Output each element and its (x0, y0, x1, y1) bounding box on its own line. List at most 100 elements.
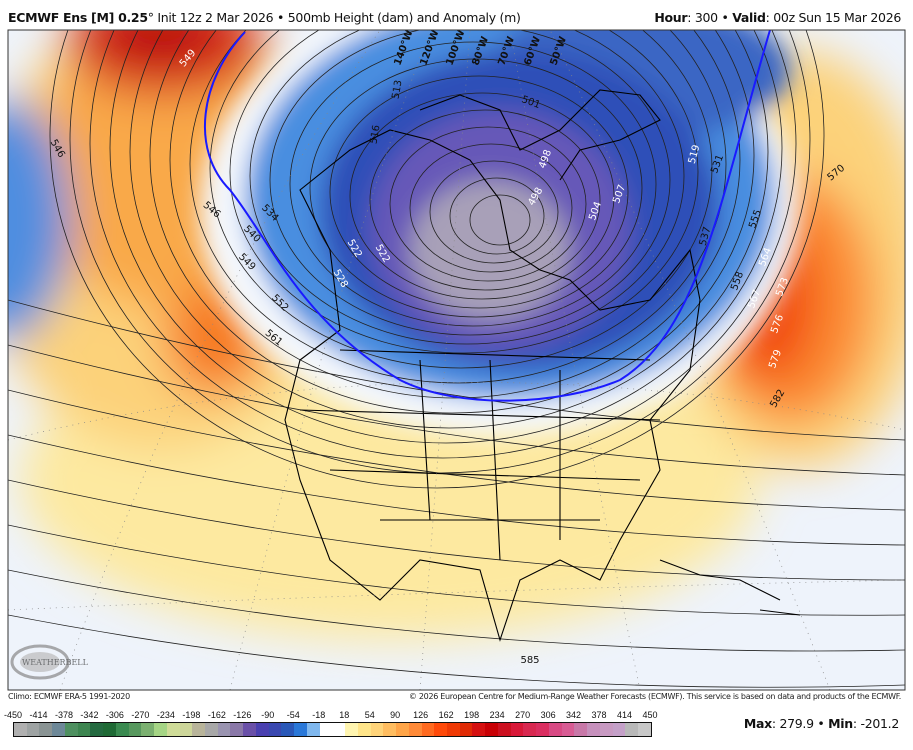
contour-line (229, 30, 699, 354)
colorbar-tick-label: 18 (339, 710, 350, 720)
contour-line (149, 30, 755, 414)
colorbar-segment (128, 723, 142, 736)
contour-line (8, 524, 905, 616)
contour-line (369, 109, 601, 291)
contour-line (8, 614, 905, 688)
colorbar-tick-label: -234 (156, 710, 175, 720)
colorbar-tick-label: -306 (105, 710, 124, 720)
colorbar-segment (39, 723, 53, 736)
colorbar-segment (77, 723, 91, 736)
colorbar-segment (497, 723, 511, 736)
colorbar-segment (26, 723, 40, 736)
colorbar-labels: -450 -414 -378 -342 -306 -270 -234 -198 -162 -126… (4, 710, 658, 722)
contour-line (349, 92, 615, 300)
colorbar-tick-label: 270 (515, 710, 531, 720)
colorbar-segment (357, 723, 371, 736)
colorbar-tick-label: -270 (131, 710, 150, 720)
contour-line (249, 30, 685, 345)
colorbar-segment (268, 723, 282, 736)
colorbar-segment (485, 723, 498, 736)
colorbar-segment (306, 723, 320, 736)
colorbar-tick-label: -90 (261, 710, 275, 720)
negative-anomaly-field (200, 30, 800, 435)
climo-note: Climo: ECMWF ERA-5 1991-2020 (8, 692, 130, 701)
colorbar-segment (217, 723, 231, 736)
colorbar-tick-label: -450 (3, 710, 23, 720)
colorbar-segment (243, 723, 256, 736)
contour-line (8, 389, 905, 511)
contour-line (289, 41, 657, 327)
colorbar-tick-label: 162 (438, 710, 454, 720)
contour-line (429, 160, 559, 264)
colorbar-segment (141, 723, 155, 736)
contour-line (389, 126, 587, 282)
colorbar-segment (472, 723, 486, 736)
colorbar-tick-label: -162 (207, 710, 226, 720)
colorbar-segment (637, 723, 651, 736)
valid-time: Hour: 300 • Valid: 00z Sun 15 Mar 2026 (654, 10, 901, 25)
colorbar-tick-label: 54 (364, 710, 375, 720)
colorbar-segment (179, 723, 193, 736)
colorbar-segment (587, 723, 600, 736)
max-value: : 279.9 (771, 716, 814, 731)
colorbar-segment (192, 723, 206, 736)
colorbar-tick-label: -414 (29, 710, 48, 720)
colorbar-tick-label: -126 (233, 710, 252, 720)
colorbar-segment (281, 723, 295, 736)
contour-line (449, 177, 545, 255)
contour-line (309, 58, 643, 318)
height-contours (8, 30, 905, 688)
colorbar-segment (510, 723, 524, 736)
colorbar-tick-label: -198 (182, 710, 201, 720)
colorbar-segment (446, 723, 460, 736)
init-time: Init 12z 2 Mar 2026 (153, 10, 274, 25)
colorbar-segment (52, 723, 65, 736)
colorbar-segment (319, 723, 333, 736)
title-separator: • (273, 10, 288, 25)
coastlines (284, 89, 801, 642)
contour-label: 585 (520, 655, 539, 666)
colorbar-segment (396, 723, 409, 736)
colorbar-segment (574, 723, 588, 736)
colorbar-tick-label: -54 (286, 710, 300, 720)
max-label: Max (743, 716, 772, 731)
valid-separator: • (717, 10, 733, 25)
colorbar-segment (255, 723, 269, 736)
colorbar-segment (523, 723, 537, 736)
contour-line (129, 30, 769, 429)
contour-line (8, 569, 905, 652)
colorbar-tick-label: -378 (54, 710, 73, 720)
colorbar-segment (205, 723, 218, 736)
hour-value: : 300 (687, 10, 718, 25)
weatherbell-logo: WEATHERBELL (10, 644, 89, 680)
degree-symbol: ° (147, 10, 154, 25)
model-name: ECMWF Ens [M] 0.25 (8, 10, 148, 25)
contour-line (109, 30, 783, 444)
colorbar-segment (625, 723, 638, 736)
colorbar-segment (332, 723, 346, 736)
colorbar-segment (230, 723, 244, 736)
highlight-540-contour (203, 30, 771, 402)
colorbar-segment (115, 723, 129, 736)
contour-label: 513 (390, 79, 404, 100)
contour-line (8, 299, 905, 441)
colorbar-segment (345, 723, 358, 736)
logo-text: WEATHERBELL (22, 658, 89, 667)
map-border (7, 29, 906, 691)
colorbar-tick-label: 90 (390, 710, 401, 720)
contour-line (329, 75, 629, 309)
colorbar-tick-label: 198 (464, 710, 480, 720)
contour-line (269, 30, 671, 336)
colorbar-tick-label: 378 (591, 710, 607, 720)
colorbar-tick-label: 306 (540, 710, 556, 720)
colorbar-tick-label: -18 (312, 710, 326, 720)
colorbar (13, 722, 652, 737)
contour-line (409, 143, 573, 273)
contour-line (469, 194, 531, 246)
product-name: 500mb Height (dam) and Anomaly (m) (287, 10, 521, 25)
contour-line (189, 30, 727, 384)
colorbar-segment (599, 723, 613, 736)
contour-line (209, 30, 713, 369)
contour-line (8, 434, 905, 546)
